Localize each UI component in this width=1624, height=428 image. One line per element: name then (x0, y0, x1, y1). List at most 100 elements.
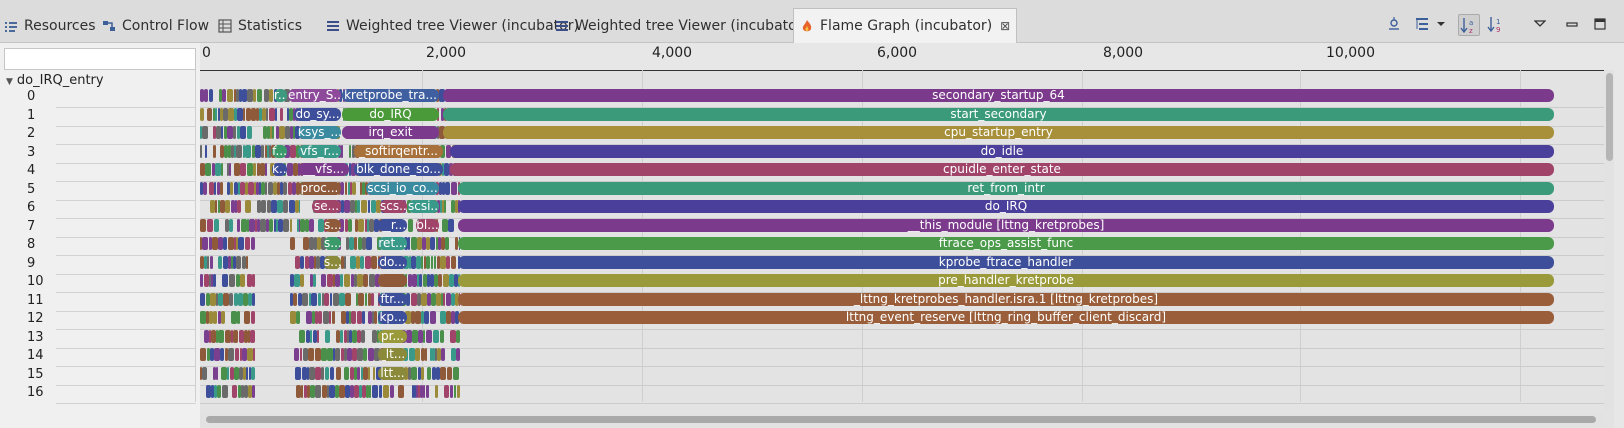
flame-frame[interactable] (314, 237, 317, 250)
flame-frame[interactable] (431, 255, 433, 269)
flame-frame-main[interactable]: lttng_event_reserve [lttng_ring_buffer_c… (458, 311, 1554, 324)
flame-frame[interactable] (329, 385, 335, 398)
flame-frame[interactable] (436, 366, 440, 380)
flame-frame[interactable] (228, 255, 231, 269)
flame-frame[interactable] (374, 348, 380, 361)
flame-frame[interactable] (207, 218, 213, 232)
flame-frame[interactable] (277, 181, 280, 195)
flame-frame[interactable] (287, 163, 293, 176)
flame-frame[interactable] (358, 292, 364, 306)
flame-frame[interactable] (371, 292, 374, 306)
flame-frame[interactable] (349, 144, 351, 158)
flame-frame[interactable]: __r... (378, 218, 407, 232)
flame-frame[interactable] (442, 163, 444, 176)
flame-frame[interactable] (424, 311, 429, 324)
flame-frame[interactable] (246, 255, 248, 269)
flame-frame[interactable] (243, 144, 245, 158)
flame-frame[interactable] (411, 255, 416, 269)
flame-frame[interactable] (200, 237, 202, 250)
flame-frame[interactable] (237, 218, 240, 232)
flame-frame[interactable] (344, 329, 347, 343)
flame-frame[interactable] (447, 366, 452, 380)
flame-frame[interactable] (415, 348, 420, 361)
flame-frame[interactable] (229, 163, 231, 176)
flame-frame[interactable] (237, 200, 241, 213)
flame-frame[interactable] (379, 385, 382, 398)
flame-frame[interactable] (233, 126, 236, 139)
flame-frame[interactable] (448, 218, 454, 232)
tree-root[interactable]: ▼ do_IRQ_entry (6, 73, 104, 88)
flame-frame[interactable] (449, 274, 454, 287)
flame-frame[interactable] (280, 107, 283, 121)
flame-frame[interactable] (218, 311, 221, 324)
flame-frame[interactable] (440, 200, 442, 213)
tree-row-label[interactable]: 3 (27, 144, 36, 160)
flame-frame[interactable] (354, 385, 359, 398)
flame-frame[interactable] (362, 385, 366, 398)
flame-frame[interactable] (451, 181, 457, 195)
flame-frame[interactable] (427, 366, 431, 380)
flame-frame[interactable] (236, 255, 241, 269)
flame-frame[interactable] (369, 274, 375, 287)
flame-frame[interactable] (418, 366, 421, 380)
flame-frame[interactable] (207, 255, 209, 269)
flame-frame[interactable] (357, 311, 362, 324)
flame-frame[interactable] (229, 274, 235, 287)
flame-frame[interactable] (346, 311, 349, 324)
flame-frame[interactable] (451, 255, 456, 269)
flame-frame[interactable] (421, 311, 424, 324)
flame-frame[interactable] (437, 255, 440, 269)
flame-frame[interactable] (205, 163, 211, 176)
flame-frame[interactable] (371, 200, 376, 213)
flame-frame[interactable] (267, 144, 269, 158)
flame-frame[interactable] (424, 255, 426, 269)
flame-frame[interactable] (200, 274, 203, 287)
flame-frame[interactable] (349, 329, 352, 343)
flame-frame[interactable] (359, 385, 362, 398)
flame-frame[interactable] (269, 144, 271, 158)
flame-frame[interactable] (295, 255, 300, 269)
flame-frame[interactable] (227, 181, 230, 195)
flame-frame[interactable] (412, 329, 418, 343)
flame-frame[interactable] (357, 348, 363, 361)
flame-frame[interactable] (372, 311, 374, 324)
flame-frame[interactable] (209, 311, 213, 324)
flame-frame[interactable] (339, 385, 345, 398)
flame-frame[interactable] (436, 292, 441, 306)
flame-frame[interactable] (227, 163, 229, 176)
tab-weighted-tree-viewer-1[interactable]: Weighted tree Viewer (incubator) (326, 10, 579, 41)
flame-frame[interactable]: ftr... (378, 292, 407, 306)
flame-frame[interactable] (341, 348, 344, 361)
flame-frame[interactable] (249, 218, 255, 232)
view-menu-icon[interactable] (1530, 14, 1550, 34)
flame-frame[interactable] (451, 348, 456, 361)
filter-input[interactable] (4, 48, 196, 70)
flame-frame[interactable] (362, 181, 365, 195)
flame-frame[interactable] (439, 89, 445, 102)
flame-frame[interactable] (306, 329, 310, 343)
flame-frame[interactable] (423, 274, 427, 287)
flame-frame[interactable] (240, 163, 246, 176)
flame-frame[interactable] (409, 255, 411, 269)
flame-frame[interactable] (423, 385, 425, 398)
flame-frame[interactable] (300, 218, 305, 232)
tree-row-label[interactable]: 10 (27, 274, 44, 289)
flame-frame[interactable] (369, 218, 374, 232)
flame-frame[interactable] (236, 89, 239, 102)
flame-frame[interactable] (251, 366, 255, 380)
flame-frame[interactable] (374, 311, 377, 324)
flame-frame[interactable] (252, 144, 255, 158)
flame-frame[interactable] (426, 237, 430, 250)
flame-frame[interactable] (408, 274, 412, 287)
flame-frame[interactable] (240, 126, 246, 139)
flame-frame[interactable] (240, 274, 245, 287)
flame-frame[interactable] (354, 366, 357, 380)
flame-frame[interactable] (261, 181, 265, 195)
flame-frame[interactable] (329, 311, 331, 324)
flame-frame[interactable] (432, 348, 435, 361)
flame-frame[interactable] (371, 255, 377, 269)
flame-frame[interactable] (245, 144, 251, 158)
flame-frame[interactable] (277, 200, 283, 213)
flame-frame[interactable] (324, 292, 329, 306)
flame-frame[interactable] (274, 218, 276, 232)
